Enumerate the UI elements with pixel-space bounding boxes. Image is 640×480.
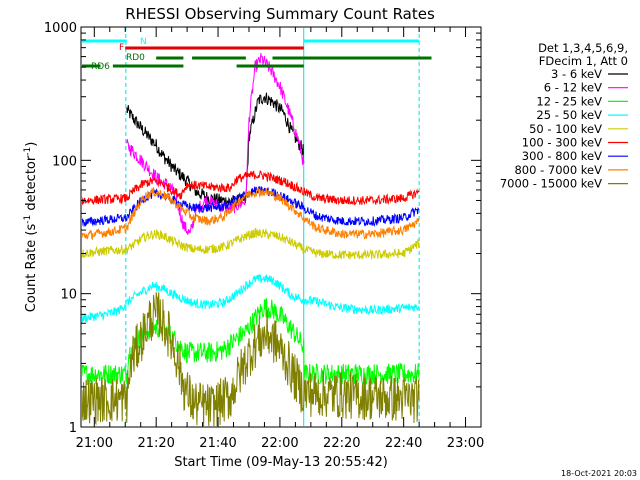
legend-title: Det 1,3,4,5,6,9, (538, 41, 628, 55)
chart-title: RHESSI Observing Summary Count Rates (125, 5, 435, 23)
x-tick-label: 21:00 (76, 436, 113, 451)
footer-date: 18-Oct-2021 20:03 (561, 469, 637, 478)
series-line (82, 186, 420, 227)
series-line (82, 292, 420, 426)
legend-entry-label: 7000 - 15000 keV (500, 177, 602, 191)
x-axis-label: Start Time (09-May-13 20:55:42) (174, 455, 388, 470)
x-tick-label: 21:40 (199, 436, 236, 451)
legend-entry-label: 12 - 25 keV (536, 94, 602, 108)
y-tick-label: 1 (69, 421, 77, 436)
plot-area (82, 28, 432, 426)
series-line (82, 227, 420, 260)
y-axis-label: Count Rate (s-1 detector-1) (23, 142, 39, 313)
x-tick-label: 22:20 (323, 436, 360, 451)
flag-label: N (140, 37, 147, 47)
x-tick-label: 21:20 (137, 436, 174, 451)
legend-entry-label: 6 - 12 keV (544, 81, 602, 95)
flag-label: RD6 (91, 62, 110, 72)
y-tick-label: 100 (52, 154, 77, 169)
series-line (82, 274, 420, 323)
flag-label: RD0 (126, 53, 145, 63)
y-tick-label: 10 (60, 288, 77, 303)
x-tick-label: 23:00 (447, 436, 484, 451)
legend-title: FDecim 1, Att 0 (539, 54, 628, 68)
legend-entry-label: 50 - 100 keV (529, 122, 602, 136)
series-line (82, 170, 420, 206)
x-tick-label: 22:00 (261, 436, 298, 451)
y-tick-label: 1000 (44, 21, 77, 36)
legend-entry-label: 25 - 50 keV (536, 108, 602, 122)
series-line (82, 187, 420, 241)
legend-entry-label: 3 - 6 keV (551, 67, 602, 81)
plot-frame (80, 26, 482, 428)
flag-label: F (119, 43, 124, 53)
x-tick-label: 22:40 (385, 436, 422, 451)
legend-entry-label: 100 - 300 keV (522, 136, 602, 150)
legend-entry-label: 800 - 7000 keV (514, 163, 602, 177)
legend-entry-label: 300 - 800 keV (522, 149, 602, 163)
